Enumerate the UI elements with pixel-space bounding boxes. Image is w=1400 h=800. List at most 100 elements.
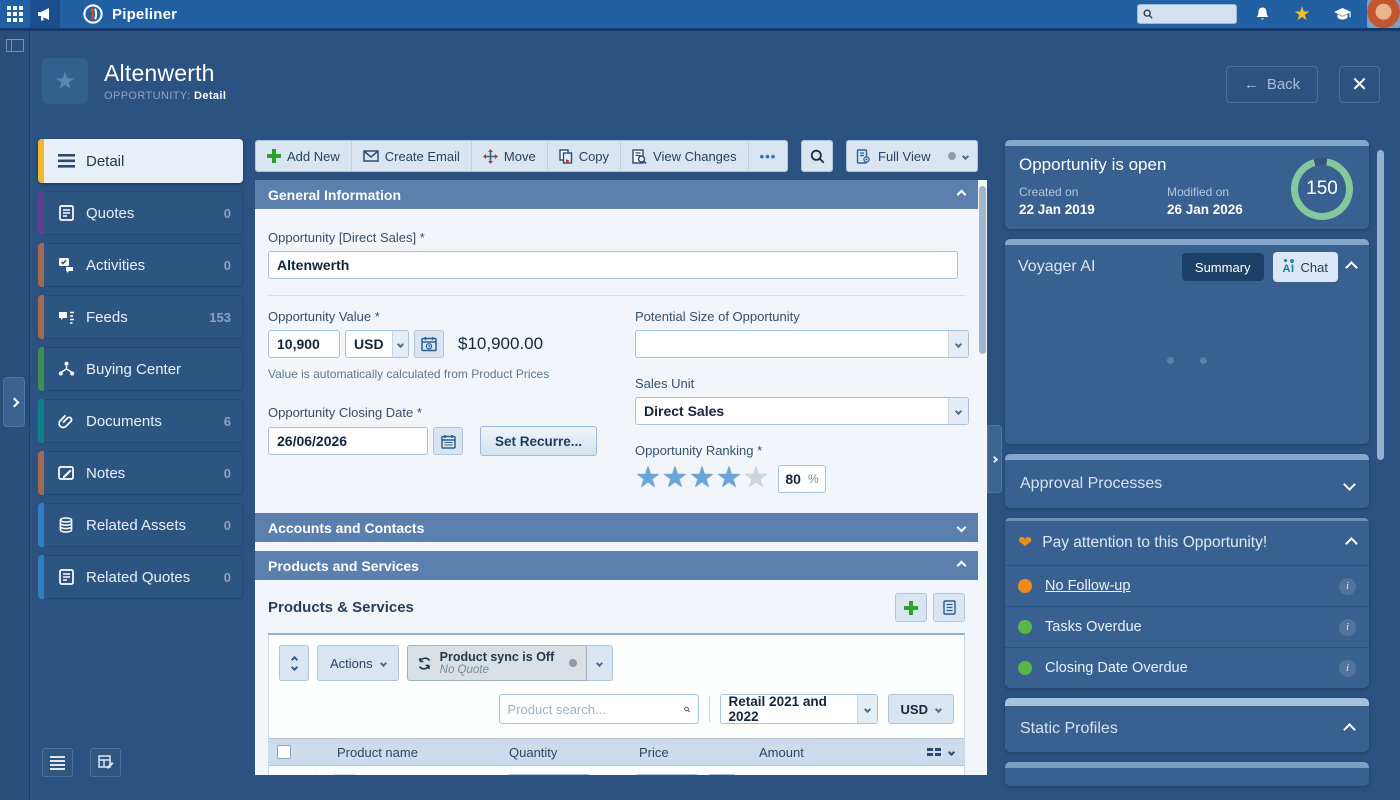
sidebar-item-related-assets[interactable]: Related Assets 0 <box>38 503 243 547</box>
sidebar-item-detail[interactable]: Detail <box>38 139 243 183</box>
close-button[interactable]: ✕ <box>1339 66 1380 103</box>
expand-right-panel-handle[interactable] <box>987 425 1002 493</box>
product-search-input[interactable] <box>507 701 684 717</box>
move-button[interactable]: Move <box>472 141 548 171</box>
star-filled-icon[interactable]: ★ <box>635 462 661 494</box>
announcements-button[interactable] <box>30 0 60 28</box>
date-picker-button[interactable] <box>433 427 463 455</box>
info-icon[interactable]: i <box>1339 577 1356 595</box>
value-history-button[interactable] <box>414 330 444 358</box>
star-filled-icon[interactable]: ★ <box>716 462 742 494</box>
column-settings-button[interactable] <box>927 748 964 756</box>
attention-item-tasks-overdue[interactable]: Tasks Overdue i <box>1005 606 1369 647</box>
more-actions-button[interactable]: ••• <box>749 141 788 171</box>
column-product-name[interactable]: Product name <box>337 744 418 760</box>
opportunity-value-input[interactable] <box>268 330 340 358</box>
section-gap <box>255 542 978 551</box>
product-search[interactable] <box>498 694 699 724</box>
attention-header[interactable]: ❤ Pay attention to this Opportunity! <box>1005 521 1369 565</box>
sidebar-item-feeds[interactable]: Feeds 153 <box>38 295 243 339</box>
price-edit-button[interactable] <box>709 774 735 775</box>
set-recurrence-button[interactable]: Set Recurre... <box>480 426 598 456</box>
section-accounts-contacts[interactable]: Accounts and Contacts <box>255 513 978 542</box>
quote-document-icon <box>57 569 75 585</box>
section-general-information[interactable]: General Information <box>255 180 978 209</box>
column-price[interactable]: Price <box>639 744 669 760</box>
approval-processes-header[interactable]: Approval Processes <box>1005 460 1369 508</box>
product-list-button[interactable] <box>933 593 965 622</box>
opportunity-ranking-stars[interactable]: ★ ★ ★ ★ ★ 80 % <box>635 464 969 493</box>
sales-unit-select[interactable]: Direct Sales <box>635 397 969 425</box>
ranking-percent-input[interactable]: 80 % <box>778 464 826 493</box>
info-icon[interactable]: i <box>1339 659 1356 677</box>
note-pencil-icon <box>57 465 75 481</box>
voyager-chat-button[interactable]: AI Chat <box>1272 252 1338 282</box>
record-sidebar: Detail Quotes 0 Activities 0 Feeds 153 B… <box>38 139 243 607</box>
sidebar-item-buying-center[interactable]: Buying Center <box>38 347 243 391</box>
sidebar-item-related-quotes[interactable]: Related Quotes 0 <box>38 555 243 599</box>
price-list-select[interactable]: Retail 2021 and 2022 <box>719 694 878 724</box>
closing-date-input[interactable] <box>268 427 428 455</box>
right-panel: Opportunity is open Created on 22 Jan 20… <box>1005 140 1369 796</box>
search-in-record-button[interactable] <box>801 140 834 172</box>
copy-button[interactable]: Copy <box>548 141 622 171</box>
attention-item-closing-date-overdue[interactable]: Closing Date Overdue i <box>1005 647 1369 688</box>
full-view-dropdown[interactable]: Full View <box>846 140 978 172</box>
create-email-button[interactable]: Create Email <box>352 141 472 171</box>
product-currency-select[interactable]: USD <box>887 694 954 724</box>
main-scrollbar[interactable] <box>978 180 987 775</box>
sidebar-item-quotes[interactable]: Quotes 0 <box>38 191 243 235</box>
voyager-summary-button[interactable]: Summary <box>1181 253 1264 281</box>
section-products-services[interactable]: Products and Services <box>255 551 978 580</box>
currency-select[interactable]: USD <box>345 330 409 358</box>
back-button[interactable]: ← Back <box>1226 66 1318 103</box>
edit-layout-button[interactable] <box>90 748 121 777</box>
field-label: Opportunity Closing Date * <box>268 405 422 420</box>
right-panel-scrollbar[interactable] <box>1377 150 1384 460</box>
attention-item-no-follow-up[interactable]: No Follow-up i <box>1005 565 1369 606</box>
view-changes-button[interactable]: View Changes <box>621 141 749 171</box>
page-title: Altenwerth <box>104 60 215 86</box>
potential-size-select[interactable] <box>635 330 969 358</box>
global-search[interactable] <box>1137 4 1237 24</box>
menu-button[interactable] <box>42 748 73 777</box>
star-empty-icon[interactable]: ★ <box>743 462 769 494</box>
status-dot <box>1018 620 1032 634</box>
full-view-icon <box>856 148 870 164</box>
actions-dropdown[interactable]: Actions <box>317 645 399 681</box>
add-new-button[interactable]: Add New <box>256 141 352 171</box>
opportunity-name-input[interactable] <box>268 251 958 279</box>
column-quantity[interactable]: Quantity <box>509 744 558 760</box>
expand-left-panel-handle[interactable] <box>3 377 25 427</box>
favorites-button[interactable]: ★ <box>1287 0 1317 28</box>
collapse-panel-icon[interactable] <box>6 39 24 52</box>
sidebar-item-notes[interactable]: Notes 0 <box>38 451 243 495</box>
add-product-button[interactable] <box>895 593 927 622</box>
product-sync-button[interactable]: Product sync is Off No Quote <box>406 645 587 681</box>
reorder-button[interactable] <box>279 645 309 681</box>
select-all-checkbox[interactable] <box>277 745 291 759</box>
opportunity-star-badge[interactable]: ★ <box>42 58 88 104</box>
drag-handle-icon[interactable] <box>309 774 323 775</box>
quantity-input[interactable] <box>507 774 591 775</box>
column-amount[interactable]: Amount <box>759 744 804 760</box>
user-avatar[interactable] <box>1367 0 1400 28</box>
sync-options-dropdown[interactable] <box>586 645 613 681</box>
price-input[interactable] <box>635 774 699 775</box>
learning-button[interactable] <box>1327 0 1357 28</box>
chevron-up-icon[interactable] <box>1345 260 1358 274</box>
global-search-input[interactable] <box>1157 8 1231 20</box>
heart-icon: ❤ <box>1018 533 1033 552</box>
sidebar-item-activities[interactable]: Activities 0 <box>38 243 243 287</box>
star-filled-icon[interactable]: ★ <box>689 462 715 494</box>
pipeliner-logo-icon <box>83 4 103 24</box>
brand[interactable]: Pipeliner <box>82 3 177 25</box>
star-filled-icon[interactable]: ★ <box>662 462 688 494</box>
calendar-clock-icon <box>421 337 437 352</box>
notifications-button[interactable] <box>1247 0 1277 28</box>
static-profiles-header[interactable]: Static Profiles <box>1005 706 1369 752</box>
sidebar-item-documents[interactable]: Documents 6 <box>38 399 243 443</box>
app-switcher-button[interactable] <box>0 0 30 28</box>
info-icon[interactable]: i <box>1339 618 1356 636</box>
scrollbar-thumb[interactable] <box>979 186 986 354</box>
